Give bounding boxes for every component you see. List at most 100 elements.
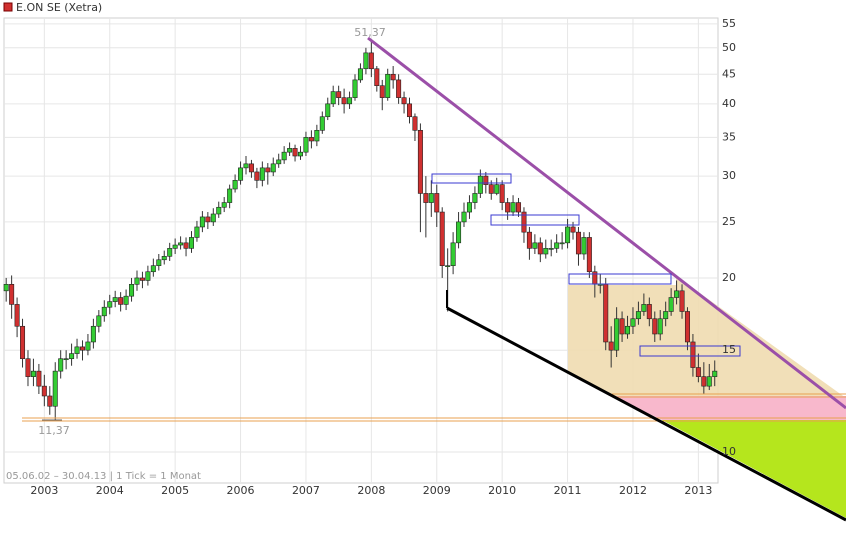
- candle-body: [434, 193, 440, 213]
- candle-body: [281, 151, 287, 161]
- candle-body: [145, 271, 151, 281]
- x-tick-label: 2011: [554, 484, 582, 497]
- candle-body: [635, 311, 641, 320]
- candle-body: [641, 304, 647, 312]
- candle-body: [428, 193, 434, 203]
- candle-body: [325, 103, 331, 118]
- candle-body: [210, 213, 216, 223]
- support-trendline: [446, 306, 846, 522]
- candle-body: [216, 206, 222, 215]
- candle-body: [79, 346, 85, 351]
- candle-body: [706, 376, 712, 387]
- candle-body: [292, 148, 298, 157]
- candle-body: [101, 306, 107, 317]
- candle-body: [41, 385, 47, 397]
- candle-body: [298, 151, 304, 157]
- y-tick-label: 25: [722, 215, 736, 228]
- candle-body: [586, 237, 592, 273]
- candle-body: [287, 148, 293, 153]
- y-tick-label: 20: [722, 271, 736, 284]
- candle-body: [559, 242, 565, 245]
- candle-body: [347, 97, 353, 105]
- candle-body: [581, 237, 587, 255]
- candle-body: [548, 248, 554, 250]
- y-tick-label: 50: [722, 41, 736, 54]
- x-tick-label: 2005: [161, 484, 189, 497]
- plot-frame: [3, 17, 719, 484]
- candle-body: [9, 284, 15, 305]
- zone-green: [662, 420, 846, 518]
- candle-body: [58, 358, 64, 372]
- candle-body: [134, 277, 140, 285]
- candle-body: [3, 284, 9, 292]
- candle-body: [248, 163, 254, 173]
- candle-body: [532, 242, 538, 249]
- candle-body: [205, 216, 211, 223]
- candle-body: [712, 370, 718, 377]
- y-tick-label: 15: [722, 343, 736, 356]
- candle-body: [36, 370, 42, 387]
- candle-body: [178, 242, 184, 246]
- x-tick-label: 2010: [488, 484, 516, 497]
- x-tick-label: 2009: [423, 484, 451, 497]
- candle-body: [477, 175, 483, 194]
- candle-body: [526, 231, 532, 249]
- period-note: 05.06.02 – 30.04.13 | 1 Tick = 1 Monat: [6, 471, 201, 482]
- candle-body: [379, 85, 385, 98]
- candle-body: [188, 237, 194, 249]
- candle-body: [199, 216, 205, 228]
- range-box: [568, 273, 672, 285]
- candle-body: [123, 295, 129, 305]
- candle-body: [74, 346, 80, 354]
- candle-body: [25, 358, 31, 377]
- candle-body: [308, 137, 314, 142]
- candle-body: [417, 130, 423, 194]
- zone-pink: [612, 396, 846, 420]
- x-tick-label: 2008: [357, 484, 385, 497]
- candle-body: [357, 68, 363, 81]
- candle-body: [52, 370, 58, 407]
- candle-body: [385, 73, 391, 98]
- y-tick-label: 55: [722, 17, 736, 30]
- resistance-trendline: [367, 36, 846, 410]
- x-tick-label: 2003: [30, 484, 58, 497]
- candle-body: [614, 318, 620, 351]
- candle-body: [374, 68, 380, 86]
- candle-body: [695, 367, 701, 377]
- candle-body: [319, 116, 325, 131]
- candle-body: [221, 202, 227, 208]
- y-tick-label: 35: [722, 130, 736, 143]
- candle-body: [259, 167, 265, 181]
- legend-swatch: [3, 2, 13, 12]
- candle-body: [445, 265, 451, 267]
- range-box: [490, 214, 580, 226]
- candle-body: [276, 159, 282, 165]
- candle-body: [270, 163, 276, 173]
- candle-body: [575, 231, 581, 255]
- candle-body: [646, 304, 652, 320]
- candle-body: [565, 226, 571, 244]
- candle-body: [439, 211, 445, 266]
- candle-body: [172, 244, 178, 249]
- candle-body: [161, 255, 167, 261]
- candle-body: [118, 297, 124, 305]
- y-tick-label: 10: [722, 445, 736, 458]
- candle-body: [112, 297, 118, 302]
- candle-body: [625, 325, 631, 335]
- candle-body: [537, 242, 543, 255]
- candle-body: [396, 79, 402, 98]
- candle-body: [330, 91, 336, 105]
- candle-body: [227, 188, 233, 203]
- candle-body: [85, 341, 91, 351]
- candle-body: [483, 175, 489, 185]
- candle-body: [352, 79, 358, 98]
- candle-body: [674, 290, 680, 298]
- candle-body: [494, 184, 500, 194]
- high-annotation: 51,37: [354, 26, 386, 39]
- candle-body: [461, 211, 467, 223]
- candle-body: [423, 193, 429, 203]
- candle-body: [167, 248, 173, 257]
- candle-body: [303, 137, 309, 153]
- x-tick-label: 2004: [96, 484, 124, 497]
